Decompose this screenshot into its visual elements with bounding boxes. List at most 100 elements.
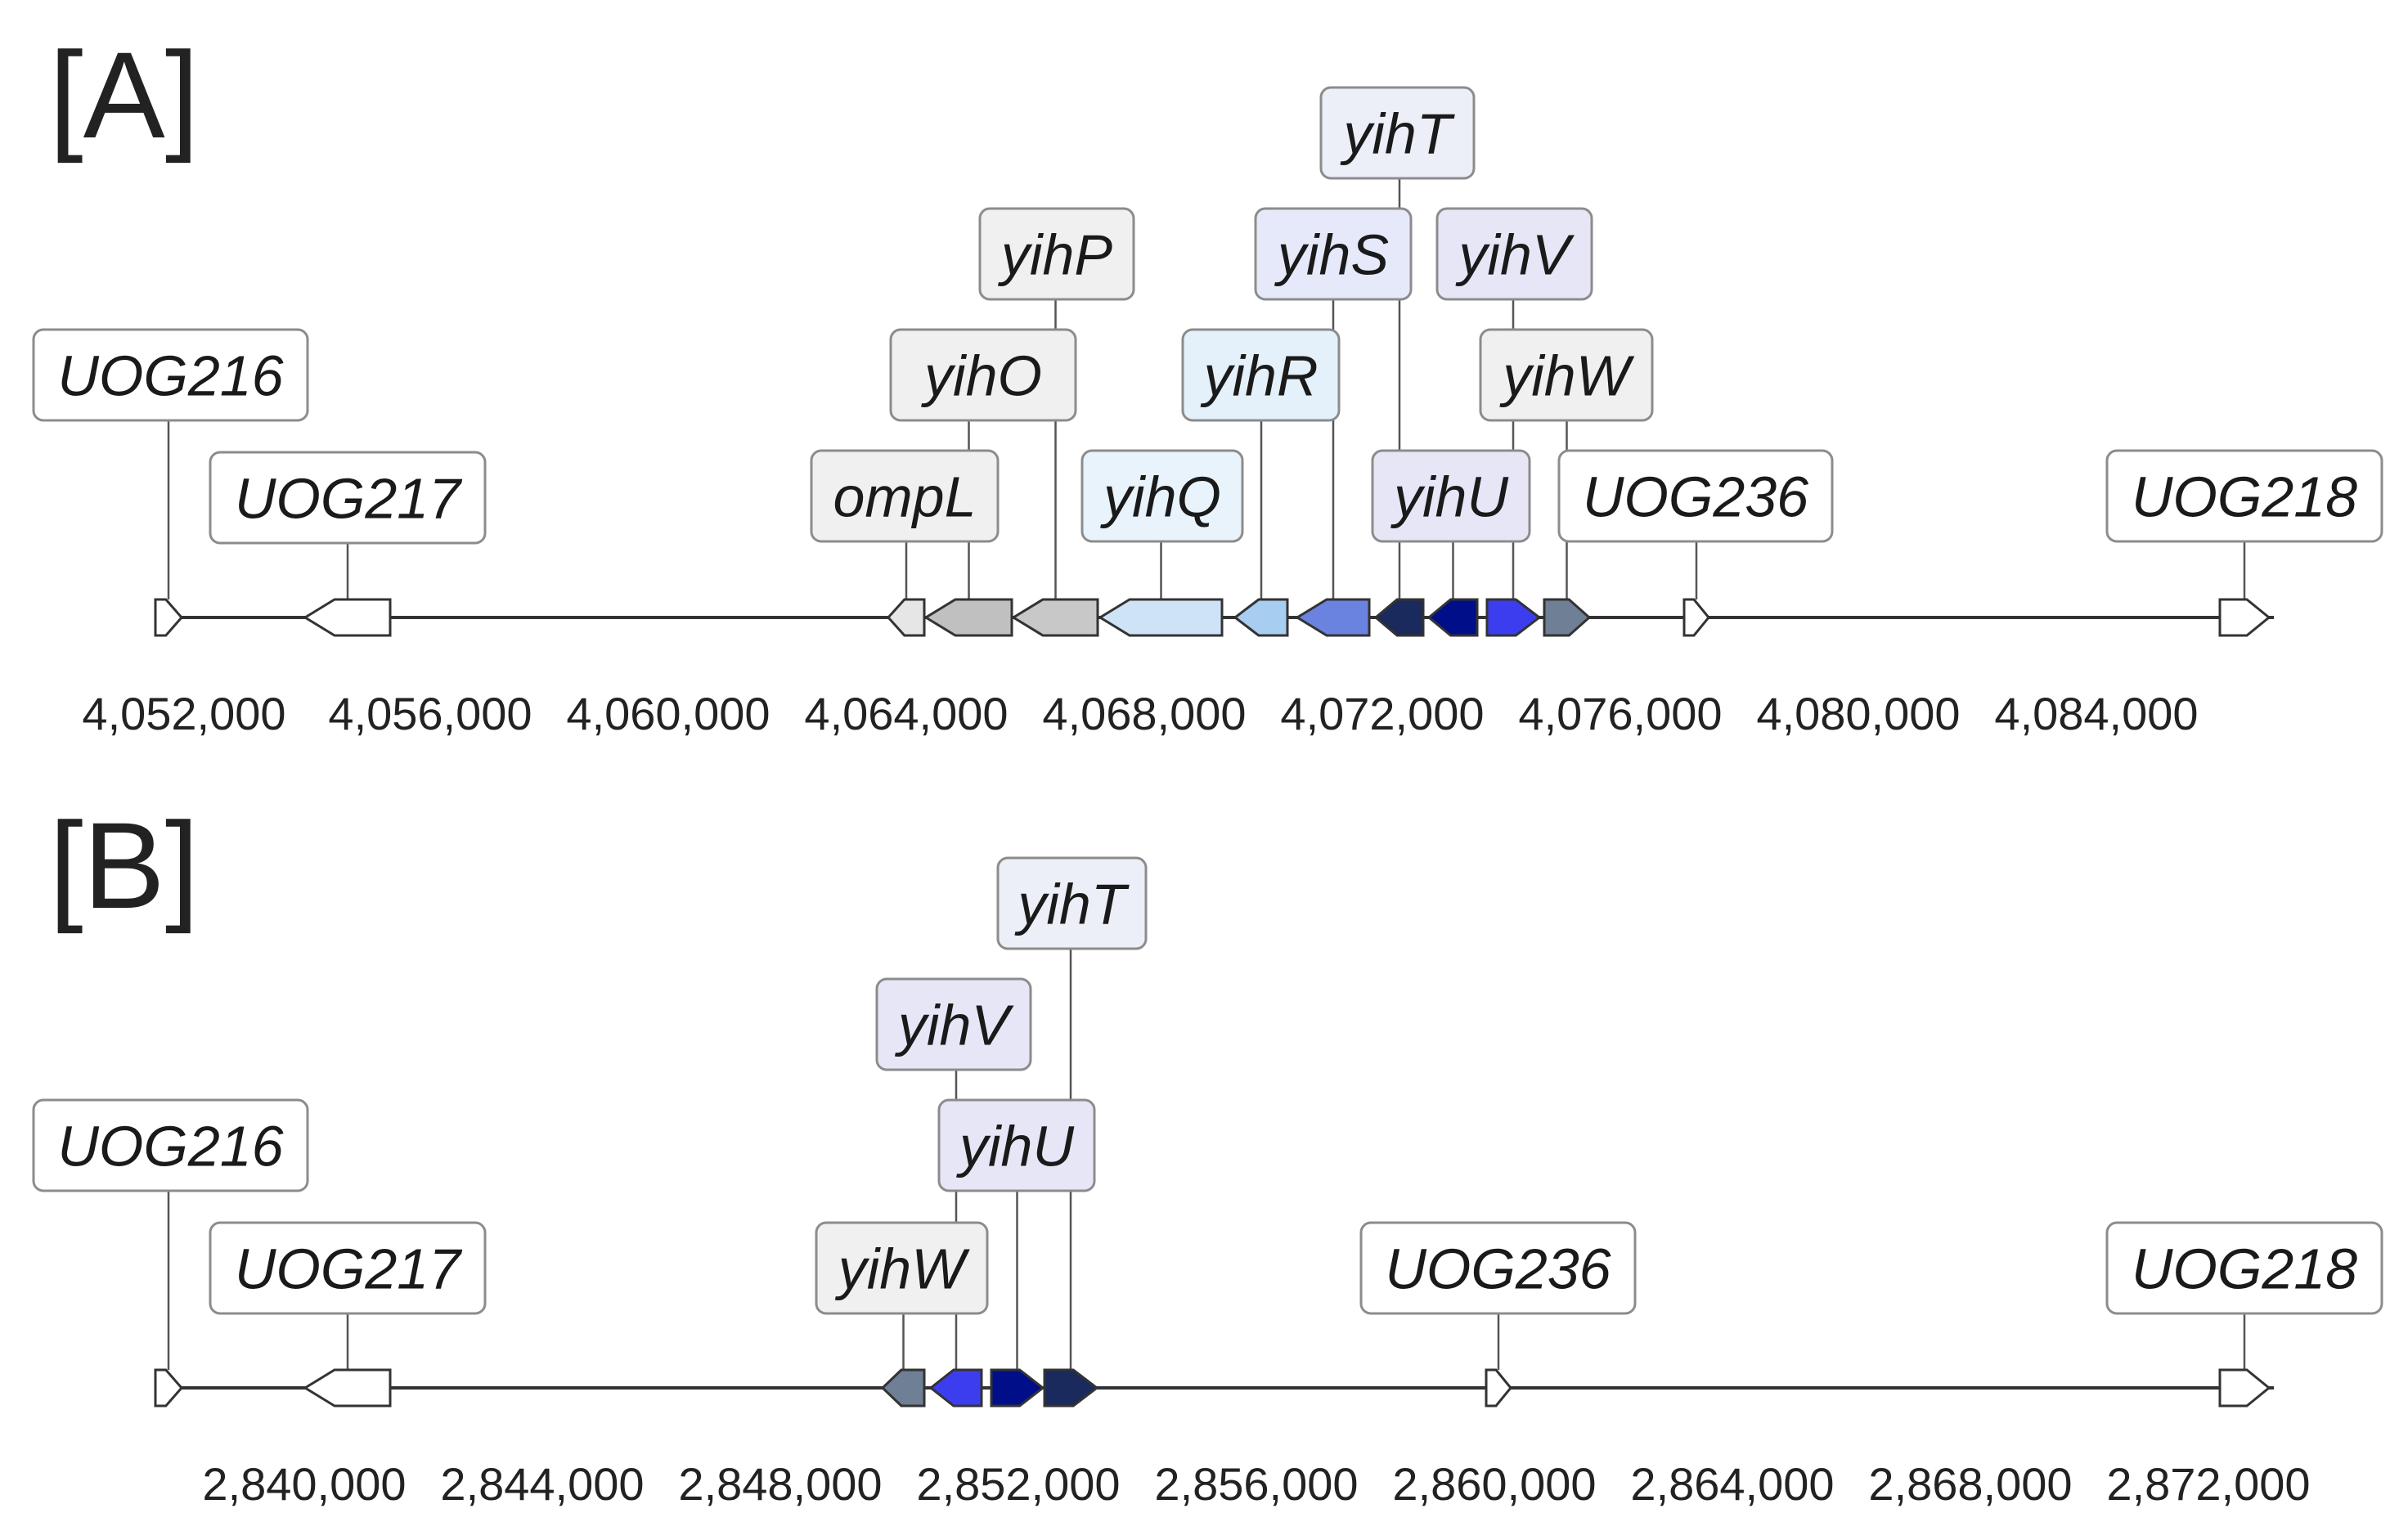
gene-label-text: UOG216: [57, 1115, 283, 1179]
gene-label-text: yihW: [835, 1237, 970, 1301]
gene-label-yihs: yihS: [1254, 207, 1413, 301]
gene-label-box: [978, 207, 1135, 301]
gene-label-yihq: yihQ: [1080, 449, 1244, 543]
gene-label-box: [996, 856, 1148, 950]
panel-b-tick: 2,864,000: [1630, 1458, 1834, 1510]
gene-label-yihp: yihP: [978, 207, 1135, 301]
panel-a-tick: 4,068,000: [1042, 688, 1246, 739]
gene-label-yihv: yihV: [875, 977, 1032, 1071]
panel-a-genes: [154, 598, 2271, 637]
panel-a-tick: 4,064,000: [804, 688, 1008, 739]
panel-a: [A] UOG216 UOG217 ompL yihO yihP yihQ yihR yihS…: [32, 26, 2383, 739]
gene-label-box: [1435, 207, 1593, 301]
gene-label-text: yihT: [1014, 873, 1129, 936]
gene-label-box: [2105, 1221, 2383, 1315]
gene-label-uog218: UOG218: [2105, 449, 2383, 543]
gene-arrow-yihp: [1011, 598, 1099, 637]
panel-b-tick: 2,848,000: [678, 1458, 882, 1510]
gene-label-box: [32, 328, 309, 422]
gene-label-box: [815, 1221, 989, 1315]
gene-label-yihw: yihW: [815, 1221, 989, 1315]
gene-label-text: ompL: [833, 465, 976, 529]
gene-label-uog217: UOG217: [209, 1221, 487, 1315]
gene-label-box: [1181, 328, 1341, 422]
panel-b-tick: 2,840,000: [202, 1458, 406, 1510]
gene-label-box: [2105, 449, 2383, 543]
panel-b-label: [B]: [49, 797, 199, 934]
gene-label-text: yihQ: [1100, 465, 1221, 529]
panel-a-label: [A]: [49, 26, 199, 164]
gene-arrow-yihq: [1098, 598, 1224, 637]
gene-label-box: [889, 328, 1077, 422]
gene-label-text: UOG218: [2132, 1237, 2357, 1301]
gene-label-text: yihV: [1455, 223, 1575, 287]
gene-label-text: UOG216: [57, 344, 283, 408]
gene-label-box: [1080, 449, 1244, 543]
panel-b-ticks: 2,840,000 2,844,000 2,848,000 2,852,000 …: [202, 1458, 2310, 1510]
gene-arrow-uog236: [1485, 1368, 1512, 1408]
panel-b: [B] UOG216 UOG217 yihW yihV yihU yihT UOG236 UO…: [32, 797, 2383, 1510]
gene-label-text: yihU: [956, 1115, 1074, 1179]
panel-b-tick: 2,852,000: [916, 1458, 1120, 1510]
panel-b-tick: 2,844,000: [440, 1458, 644, 1510]
gene-label-yihv: yihV: [1435, 207, 1593, 301]
gene-arrow-uog216: [154, 1368, 183, 1408]
gene-arrow-ompl: [886, 598, 926, 637]
panel-b-tick: 2,860,000: [1392, 1458, 1596, 1510]
gene-label-uog236: UOG236: [1557, 449, 1834, 543]
gene-arrow-yiht: [1373, 598, 1425, 637]
gene-label-box: [1371, 449, 1531, 543]
panel-b-tick: 2,868,000: [1868, 1458, 2072, 1510]
gene-label-box: [209, 451, 487, 545]
panel-b-tick: 2,872,000: [2106, 1458, 2310, 1510]
gene-label-box: [1479, 328, 1654, 422]
gene-label-text: yihP: [998, 223, 1112, 287]
gene-label-box: [1359, 1221, 1637, 1315]
gene-label-text: UOG217: [235, 1237, 463, 1301]
gene-label-text: UOG217: [235, 467, 463, 531]
gene-arrow-yihw: [880, 1368, 926, 1408]
gene-arrow-uog218: [2218, 598, 2271, 637]
gene-label-box: [209, 1221, 487, 1315]
gene-label-yihr: yihR: [1181, 328, 1341, 422]
gene-label-box: [875, 977, 1032, 1071]
gene-label-text: yihW: [1499, 344, 1634, 408]
gene-label-text: yihV: [895, 994, 1014, 1057]
gene-label-uog216: UOG216: [32, 1098, 309, 1192]
gene-arrow-uog217: [303, 1368, 392, 1408]
gene-arrow-yihw: [1543, 598, 1592, 637]
gene-arrow-yihv: [928, 1368, 983, 1408]
panel-a-tick: 4,076,000: [1518, 688, 1722, 739]
gene-label-text: yihO: [921, 344, 1042, 408]
gene-label-text: yihS: [1274, 223, 1389, 287]
gene-label-text: yihR: [1200, 344, 1318, 408]
gene-label-box: [32, 1098, 309, 1192]
gene-label-box: [810, 449, 1000, 543]
gene-label-yihu: yihU: [937, 1098, 1096, 1192]
gene-label-text: yihU: [1390, 465, 1508, 529]
panel-b-tick: 2,856,000: [1154, 1458, 1358, 1510]
panel-a-tick: 4,072,000: [1280, 688, 1484, 739]
panel-b-leaders: [167, 949, 2246, 1370]
gene-arrow-yihu: [1426, 598, 1479, 637]
gene-label-yiho: yihO: [889, 328, 1077, 422]
panel-b-genes: [154, 1368, 2271, 1408]
gene-arrow-yihv: [1485, 598, 1542, 637]
gene-label-box: [937, 1098, 1096, 1192]
gene-label-text: UOG218: [2132, 465, 2357, 529]
gene-arrow-uog236: [1682, 598, 1710, 637]
gene-label-yiht: yihT: [996, 856, 1148, 950]
gene-label-box: [1557, 449, 1834, 543]
gene-arrow-yiht: [1043, 1368, 1099, 1408]
gene-label-uog216: UOG216: [32, 328, 309, 422]
panel-a-labels: UOG216 UOG217 ompL yihO yihP yihQ yihR yihS yihT…: [32, 86, 2383, 545]
gene-label-yiht: yihT: [1319, 86, 1476, 180]
gene-arrow-uog217: [303, 598, 392, 637]
gene-label-yihu: yihU: [1371, 449, 1531, 543]
panel-a-tick: 4,060,000: [566, 688, 770, 739]
gene-label-text: UOG236: [1583, 465, 1808, 529]
gene-label-uog236: UOG236: [1359, 1221, 1637, 1315]
gene-label-box: [1254, 207, 1413, 301]
panel-a-ticks: 4,052,000 4,056,000 4,060,000 4,064,000 …: [82, 688, 2198, 739]
